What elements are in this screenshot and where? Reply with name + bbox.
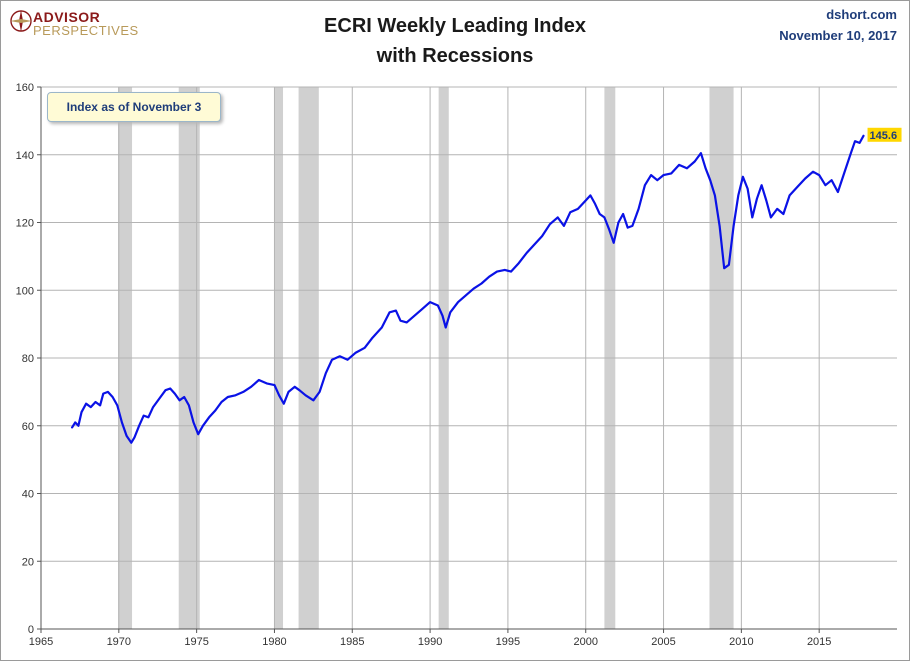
y-tick-label-0: 0 [28,624,34,636]
x-tick-label-2010: 2010 [729,636,753,648]
x-tick-label-1995: 1995 [496,636,520,648]
compass-icon [10,10,32,32]
x-tick-label-1985: 1985 [340,636,364,648]
date-text: November 10, 2017 [779,28,897,43]
x-tick-label-2015: 2015 [807,636,831,648]
end-label-group: 145.6 [867,127,902,142]
end-value-label: 145.6 [870,130,898,142]
x-tick-label-1965: 1965 [29,636,53,648]
y-tick-label-80: 80 [22,353,34,365]
source-text: dshort.com [826,7,897,22]
x-tick-label-2000: 2000 [573,636,597,648]
axes [37,86,897,633]
gridlines [41,86,897,629]
y-tick-label-60: 60 [22,421,34,433]
series-lines [71,134,865,444]
y-tick-label-20: 20 [22,556,34,568]
series-line-0 [71,134,865,444]
x-tick-label-2005: 2005 [651,636,675,648]
source-block: dshort.com November 10, 2017 [779,7,897,43]
tick-labels: 1965 1970 1975 1980 1985 1990 1995 2000 2005 2010… [16,82,832,648]
logo-word-perspectives: PERSPECTIVES [33,23,139,38]
end-label-bg [867,127,902,142]
y-tick-label-100: 100 [16,285,34,297]
x-tick-label-1975: 1975 [184,636,208,648]
y-tick-label-120: 120 [16,218,34,230]
x-tick-label-1970: 1970 [107,636,131,648]
y-tick-label-160: 160 [16,82,34,94]
x-tick-label-1980: 1980 [262,636,286,648]
y-tick-label-140: 140 [16,150,34,162]
index-date-note: Index as of November 3 [47,92,221,122]
x-tick-label-1990: 1990 [418,636,442,648]
y-tick-label-40: 40 [22,489,34,501]
chart-title: ECRI Weekly Leading Index [324,15,586,37]
chart-subtitle: with Recessions [376,45,534,67]
logo-word-advisor: ADVISOR [33,9,101,25]
